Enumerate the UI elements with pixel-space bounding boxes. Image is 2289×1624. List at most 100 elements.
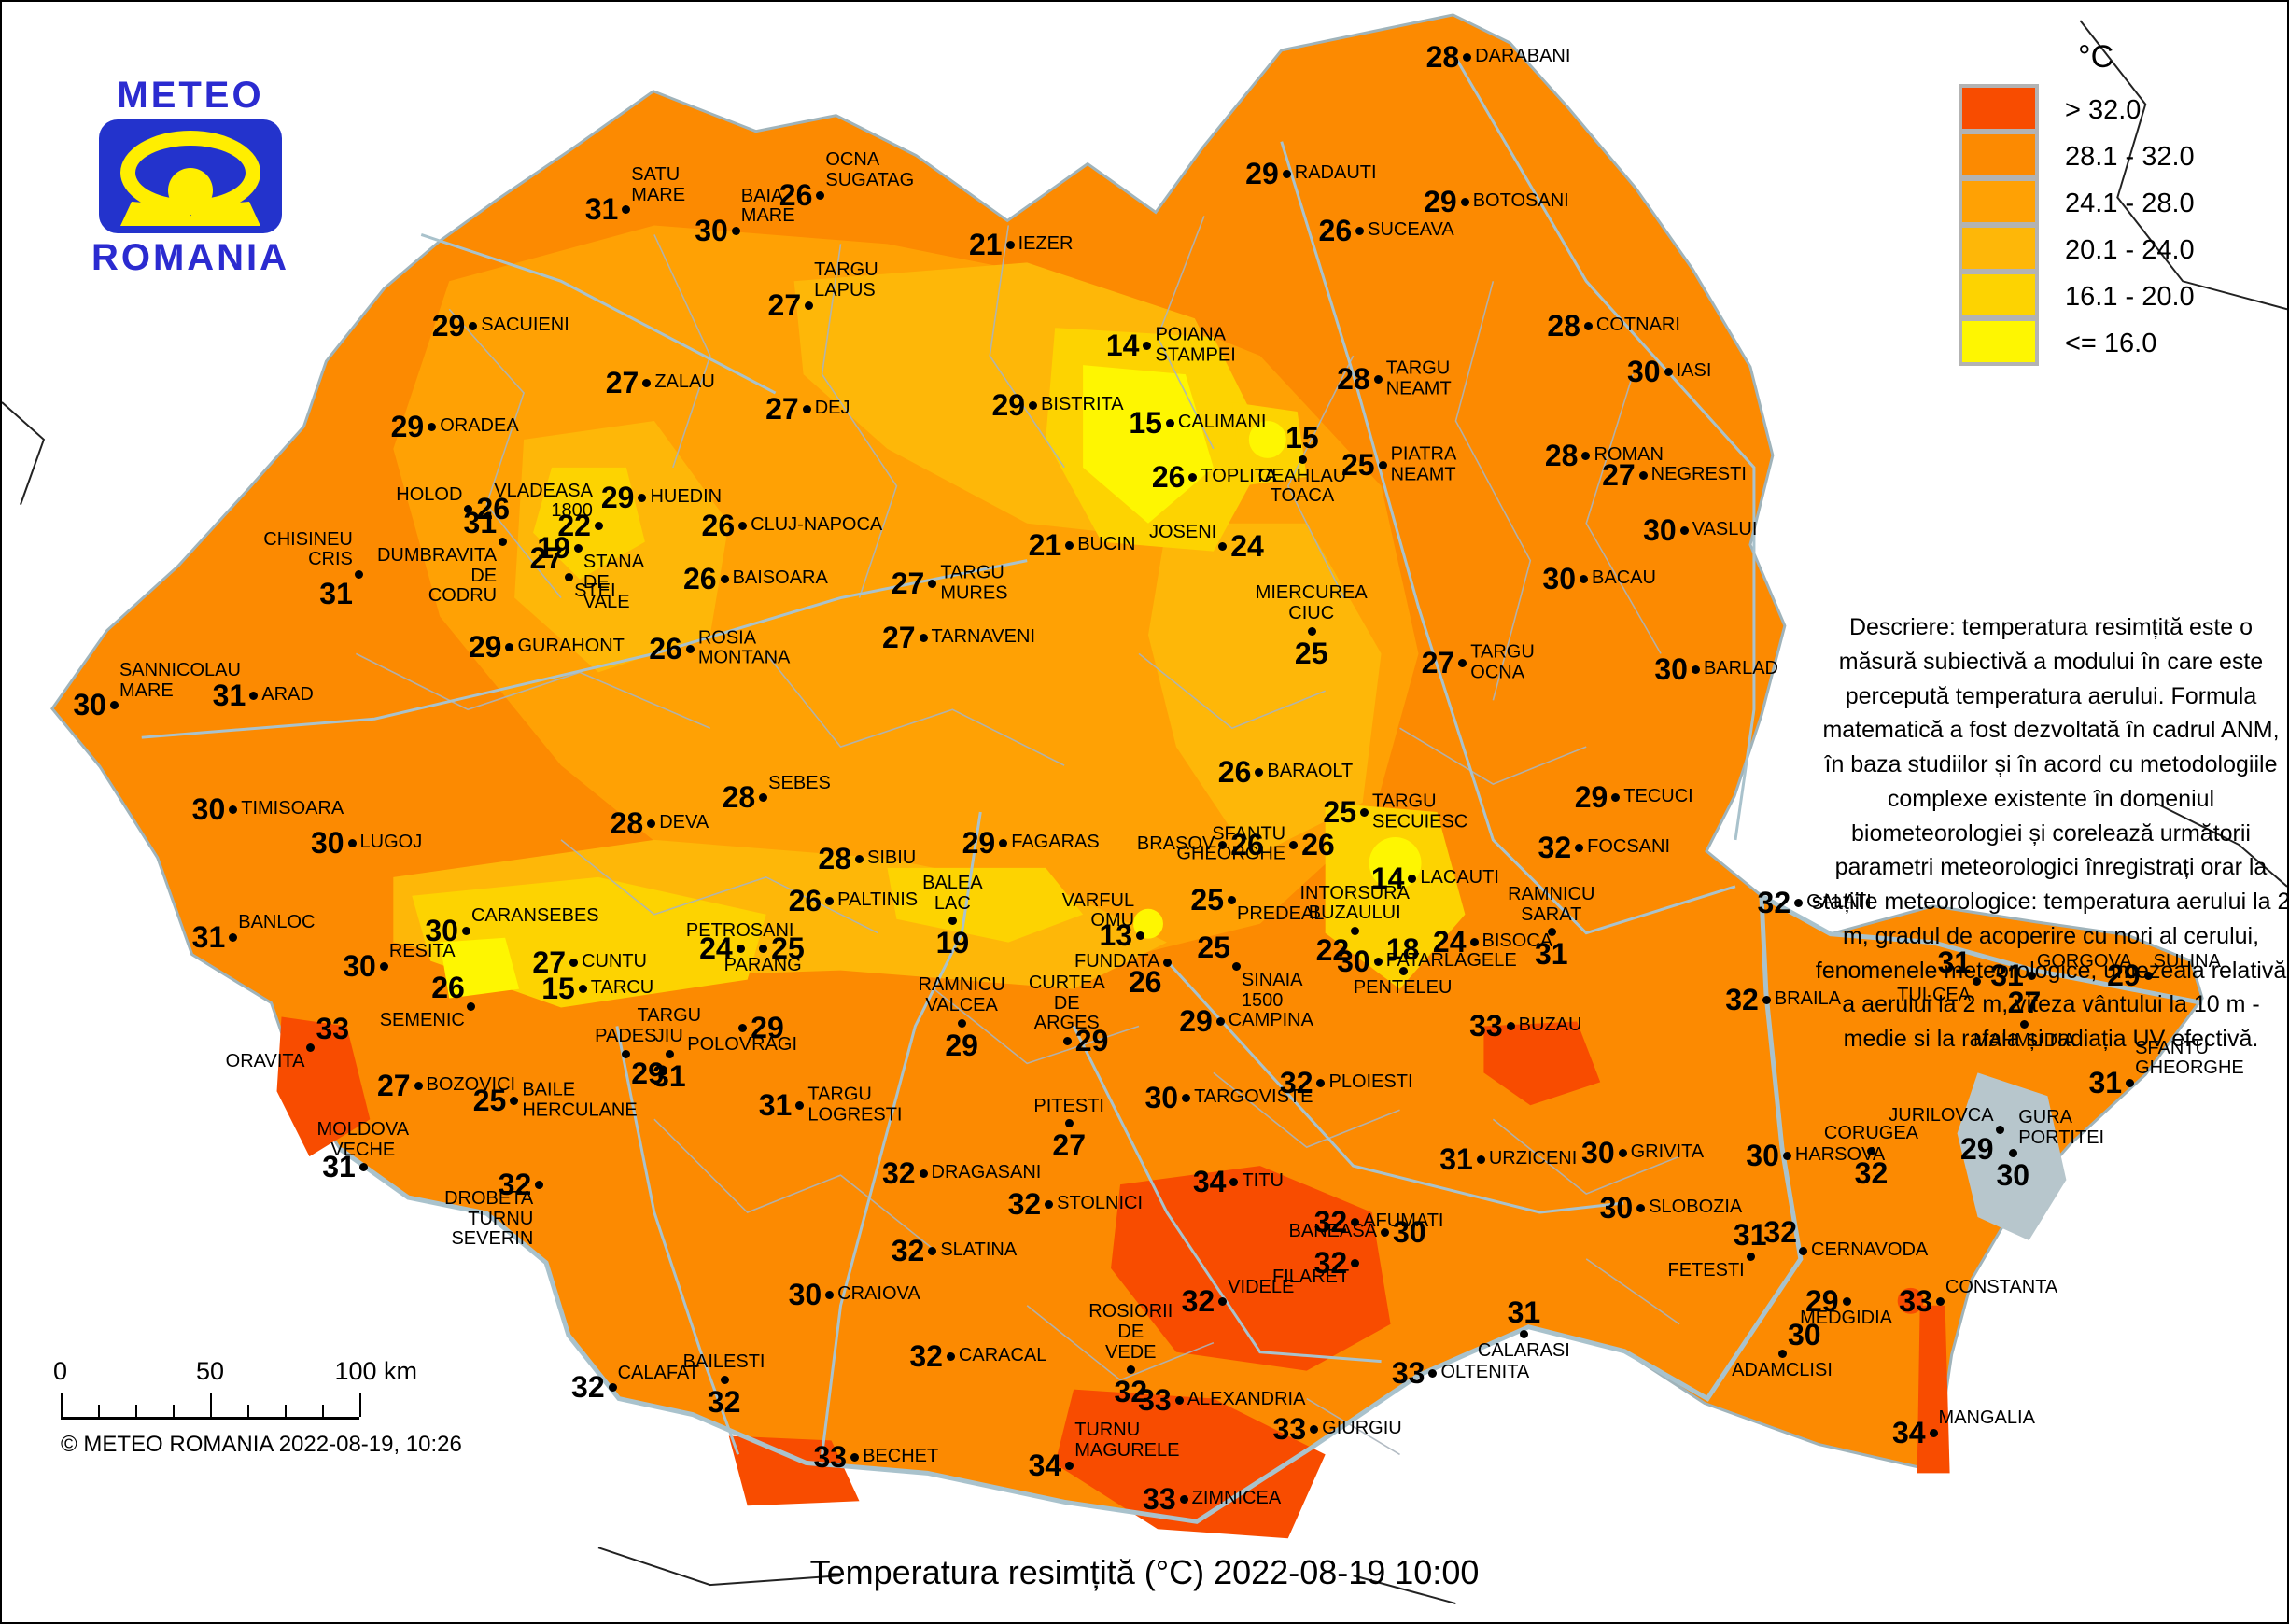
station-temperature: 31 [1534, 937, 1568, 972]
station-name: BAISOARA [732, 567, 828, 589]
station-dot [958, 1018, 967, 1028]
prut-river [1454, 57, 1756, 841]
station-dot [1520, 1329, 1529, 1338]
station-temperature: 15 [1285, 420, 1319, 455]
station-dot [638, 494, 647, 503]
station-temperature: 28 [818, 842, 851, 876]
station-temperature: 19 [537, 531, 570, 566]
legend-label: > 32.0 [2065, 94, 2142, 125]
station-name: BALEA LAC [922, 873, 983, 914]
station-dot [720, 1375, 729, 1384]
station-dot [1398, 967, 1408, 976]
station-temperature: 32 [881, 1156, 916, 1191]
station-name: URZICENI [1488, 1147, 1578, 1169]
station-name: TARGU LOGRESTI [807, 1084, 903, 1126]
station-dot [736, 944, 745, 953]
station-name: MOLDOVA VECHE [316, 1118, 410, 1160]
station-dot [1842, 1297, 1851, 1307]
station-temperature: 22 [1315, 932, 1350, 967]
station-name: TARGOVISTE [1194, 1085, 1313, 1107]
station-name: FAGARAS [1011, 832, 1100, 853]
station-name: TARGU SECUIESC [1372, 791, 1468, 832]
station-name: TOPLITA [1201, 465, 1277, 486]
station-dot [642, 378, 652, 387]
station-temperature: 30 [1144, 1080, 1179, 1114]
station-temperature: 27 [605, 365, 639, 399]
station-temperature: 30 [1337, 944, 1370, 978]
station-dot [1463, 53, 1472, 63]
station-temperature: 30 [1626, 354, 1661, 388]
logo-emblem [99, 119, 282, 233]
station-name: TULCEA [1897, 984, 1972, 1005]
station-dot [1218, 542, 1228, 552]
station-name: DARABANI [1475, 46, 1571, 67]
station-name: VARFUL OMU [1061, 889, 1135, 931]
station-temperature: 25 [1323, 795, 1356, 829]
station-dot [825, 897, 835, 906]
station-dot [622, 205, 631, 215]
station-dot [805, 301, 814, 310]
scale-label-0: 0 [53, 1357, 68, 1385]
station-temperature: 21 [1028, 527, 1062, 562]
station-name: CERNAVODA [1811, 1239, 1929, 1261]
station-temperature: 29 [991, 388, 1026, 423]
station-dot [928, 580, 937, 589]
station-name: VLADEASA 1800 [494, 480, 593, 522]
station-temperature: 34 [1028, 1448, 1062, 1482]
station-name: VIDELE [1228, 1276, 1295, 1297]
station-dot [1460, 197, 1469, 206]
station-dot [1583, 322, 1593, 331]
station-dot [608, 1383, 617, 1393]
station-name: TARGU JIU [637, 1005, 702, 1047]
station-dot [510, 1097, 519, 1105]
station-name: CLUJ-NAPOCA [751, 513, 883, 535]
station-temperature: 29 [751, 1010, 784, 1044]
station-name: CALARASI [1477, 1339, 1570, 1361]
station-name: MANGALIA [1938, 1407, 2035, 1429]
station-temperature: 33 [1143, 1482, 1176, 1517]
station-temperature: 15 [1129, 406, 1162, 441]
station-name: ROSIA MONTANA [697, 627, 791, 668]
danube-river [338, 891, 2203, 1524]
station-temperature: 30 [1599, 1190, 1634, 1225]
station-dot [499, 538, 508, 547]
station-temperature: 32 [1854, 1155, 1889, 1190]
station-dot [1867, 1146, 1876, 1155]
station-temperature: 31 [322, 1150, 356, 1184]
station-name: TARCU [590, 977, 654, 999]
station-dot [850, 1452, 860, 1462]
station-name: CALIMANI [1177, 412, 1267, 433]
station-temperature: 32 [1757, 886, 1791, 920]
station-dot [948, 917, 958, 926]
station-dot [1218, 840, 1228, 849]
station-temperature: 31 [191, 919, 226, 954]
station-name: MEDGIDIA [1800, 1308, 1892, 1329]
station-dot [738, 1023, 748, 1032]
scale-bar: 0 50 100 km [53, 1357, 417, 1420]
station-name: OCNA SUGATAG [825, 149, 915, 190]
station-temperature: 29 [468, 629, 502, 664]
station-temperature: 30 [1787, 1317, 1821, 1351]
station-temperature: 27 [1421, 646, 1455, 680]
station-temperature: 29 [1179, 1003, 1213, 1038]
station-temperature: 26 [1128, 965, 1162, 1000]
station-dot [1428, 1368, 1438, 1378]
station-dot [720, 575, 729, 584]
station-temperature: 26 [649, 631, 682, 665]
station-temperature: 28 [1425, 40, 1460, 75]
station-temperature: 27 [2007, 986, 2042, 1020]
station-name: PLOIESTI [1328, 1071, 1413, 1093]
scale-tick [135, 1405, 137, 1417]
station-temperature: 30 [1746, 1139, 1779, 1173]
description-text: Descriere: temperatura resimțită este o … [1811, 614, 2289, 1052]
station-name: CARANSEBES [470, 905, 599, 927]
scale-tick [173, 1405, 175, 1417]
station-name: TECUCI [1623, 786, 1693, 807]
station-dot [1310, 1425, 1319, 1435]
station-temperature: 32 [498, 1168, 532, 1202]
copyright-text: © METEO ROMANIA 2022-08-19, 10:26 [61, 1432, 462, 1457]
station-temperature: 30 [73, 688, 106, 722]
station-temperature: 29 [390, 409, 425, 443]
station-temperature: 25 [771, 931, 805, 965]
legend-label: <= 16.0 [2065, 328, 2157, 358]
